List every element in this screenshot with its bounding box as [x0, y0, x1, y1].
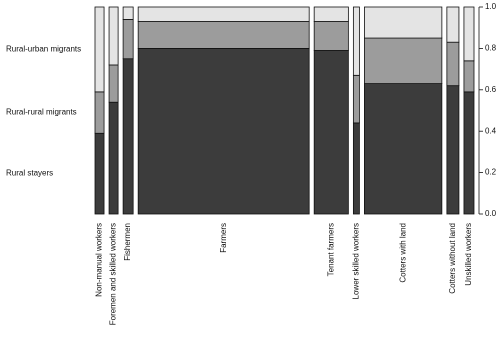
mosaic-cell	[108, 64, 119, 103]
x-tick-label: Tenant farmers	[326, 223, 335, 276]
mosaic-cell	[463, 91, 475, 215]
x-tick-label: Farmers	[219, 223, 228, 253]
mosaic-cell	[364, 6, 443, 39]
mosaic-cell	[122, 6, 134, 20]
mosaic-cell	[94, 91, 105, 134]
y-tick-label: 1.0	[485, 2, 497, 11]
x-tick-label: Foremen and skilled workers	[109, 223, 118, 325]
legend-label: Rural-rural migrants	[6, 108, 77, 117]
y-tick-label: 0.0	[485, 209, 497, 218]
mosaic-cell	[108, 101, 119, 215]
mosaic-cell	[313, 50, 349, 215]
x-tick-label: Non-manual workers	[95, 223, 104, 297]
mosaic-cell	[446, 41, 460, 87]
mosaic-cell	[313, 21, 349, 51]
mosaic-cell	[352, 6, 360, 76]
mosaic-cell	[94, 132, 105, 215]
x-tick-label: Unskilled workers	[464, 223, 473, 286]
mosaic-cell	[122, 58, 134, 215]
mosaic-cell	[313, 6, 349, 22]
mosaic-cell	[352, 74, 360, 124]
mosaic-cell	[463, 60, 475, 93]
mosaic-cell	[108, 6, 119, 66]
x-tick-label: Fishermen	[123, 223, 132, 261]
y-tick-label: 0.8	[485, 44, 497, 53]
mosaic-cell	[446, 85, 460, 215]
x-tick-label: Cotters without land	[448, 223, 457, 294]
legend-label: Rural stayers	[6, 169, 53, 178]
y-tick-label: 0.6	[485, 85, 497, 94]
legend-label: Rural-urban migrants	[6, 45, 81, 54]
mosaic-cell	[364, 37, 443, 84]
mosaic-cell	[446, 6, 460, 43]
mosaic-cell	[463, 6, 475, 62]
x-tick-label: Lower skilled workers	[352, 223, 361, 299]
mosaic-cell	[94, 6, 105, 93]
y-tick-label: 0.4	[485, 126, 497, 135]
mosaic-cell	[137, 48, 310, 215]
mosaic-cell	[352, 122, 360, 215]
mosaic-cell	[137, 6, 310, 22]
x-tick-label: Cotters with land	[398, 223, 407, 283]
mosaic-cell	[137, 21, 310, 49]
y-tick-label: 0.2	[485, 168, 497, 177]
mosaic-cell	[122, 19, 134, 60]
mosaic-cell	[364, 83, 443, 215]
